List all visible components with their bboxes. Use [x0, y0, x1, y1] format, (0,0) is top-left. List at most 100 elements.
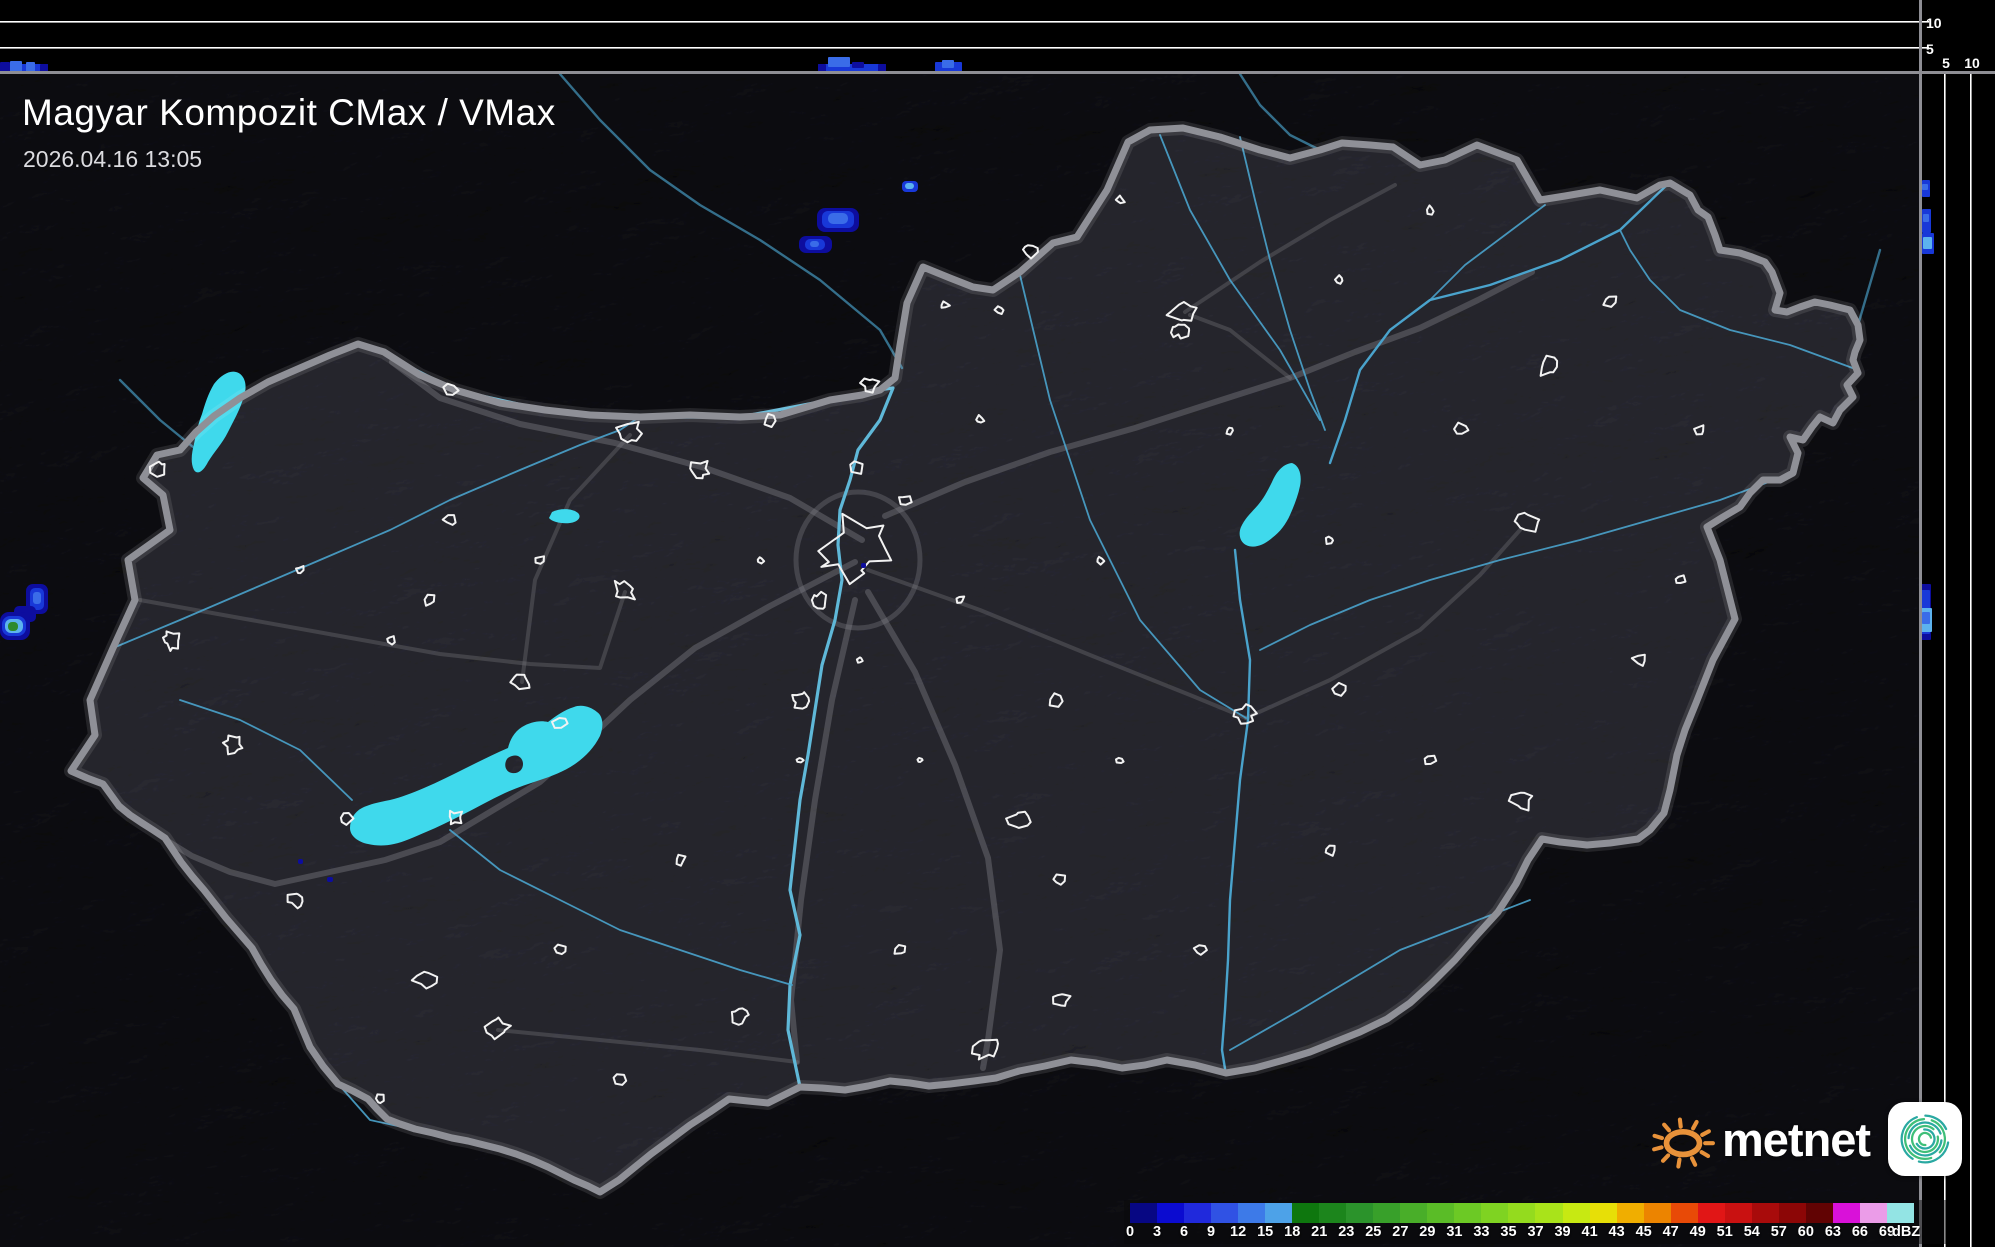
city-outline — [893, 944, 907, 955]
legend-tick: 43 — [1608, 1224, 1625, 1240]
radar-echo — [10, 61, 22, 72]
city-outline — [339, 812, 355, 826]
spiral-app-icon — [1888, 1102, 1963, 1176]
legend-tick: 47 — [1662, 1224, 1679, 1240]
right-strip-gridline-5km — [1944, 71, 1946, 1247]
radar-echo — [852, 62, 864, 68]
city-outline — [286, 892, 304, 910]
legend-tick: 45 — [1635, 1224, 1652, 1240]
legend-cell — [1805, 1203, 1833, 1223]
radar-echo — [1922, 184, 1928, 190]
city-outline — [730, 1007, 750, 1026]
legend-cell — [1373, 1203, 1401, 1223]
legend-tick: 18 — [1284, 1224, 1301, 1240]
city-outline — [1096, 555, 1106, 566]
city-outline — [1423, 754, 1438, 766]
city-outline — [955, 595, 966, 604]
radar-echo — [0, 62, 10, 72]
legend-unit: dBZ — [1892, 1224, 1921, 1240]
radar-echo — [1923, 214, 1929, 222]
radar-echo — [1922, 612, 1930, 624]
legend-cell — [1886, 1203, 1914, 1223]
city-outline — [1005, 810, 1032, 829]
radar-echo — [942, 60, 954, 68]
top-strip-gridline-10km — [0, 21, 1929, 23]
legend-tick: 60 — [1797, 1224, 1814, 1240]
city-outline — [221, 734, 244, 756]
city-outline — [612, 1073, 628, 1086]
legend-tick: 29 — [1419, 1224, 1436, 1240]
city-outline — [534, 555, 545, 565]
legend-tick: 54 — [1743, 1224, 1760, 1240]
legend-tick: 57 — [1770, 1224, 1787, 1240]
city-outline — [1602, 295, 1618, 308]
sun-icon — [1652, 1117, 1715, 1169]
right-strip-tick-5: 5 — [1942, 55, 1950, 71]
legend-tick: 39 — [1554, 1224, 1571, 1240]
reflectivity-legend: 0 3 6 9 12 15 18 21 23 25 27 29 31 33 35 37 39 41 43 45 47 49… — [1124, 1200, 1946, 1244]
radar-echo — [878, 64, 886, 72]
city-outline — [162, 630, 181, 652]
city-outline — [975, 414, 986, 424]
legend-tick: 49 — [1689, 1224, 1706, 1240]
city-outline — [551, 717, 569, 729]
city-outline — [448, 809, 464, 826]
city-outline — [1331, 681, 1347, 697]
city-outline — [795, 757, 805, 764]
city-outline — [849, 460, 864, 475]
radar-echo — [298, 859, 303, 864]
legend-cell — [1454, 1203, 1482, 1223]
city-outline — [1324, 844, 1336, 857]
city-outline — [763, 412, 777, 428]
vertical-divider — [1919, 0, 1922, 1247]
legend-cell — [1292, 1203, 1320, 1223]
city-outline — [1052, 993, 1072, 1007]
legend-tick: 9 — [1207, 1224, 1216, 1240]
legend-cell — [1724, 1203, 1752, 1223]
city-outline — [615, 420, 643, 444]
legend-cell — [1832, 1203, 1860, 1223]
city-outline — [1426, 204, 1435, 216]
legend-cell — [1427, 1203, 1455, 1223]
city-outline — [817, 512, 893, 586]
legend-cell — [1400, 1203, 1428, 1223]
city-outline — [1115, 756, 1125, 764]
radar-echo — [810, 241, 819, 247]
legend-cell — [1589, 1203, 1617, 1223]
observation-timestamp: 2026.04.16 13:05 — [23, 146, 203, 172]
right-projection-strip — [1921, 73, 1995, 1247]
legend-cell — [1481, 1203, 1509, 1223]
legend-tick: 12 — [1230, 1224, 1247, 1240]
city-outline — [148, 460, 166, 478]
city-outline — [386, 635, 396, 646]
legend-tick-labels: 0 3 6 9 12 15 18 21 23 25 27 29 31 33 35 37 39 41 43 45 47 49… — [1126, 1223, 1920, 1241]
legend-tick: 6 — [1180, 1224, 1189, 1240]
city-outline — [1170, 323, 1191, 340]
city-outline — [898, 495, 913, 506]
legend-cell — [1643, 1203, 1671, 1223]
city-outline — [509, 673, 531, 691]
page-title: Magyar Kompozit CMax / VMax — [22, 92, 556, 133]
metnet-logo[interactable]: metnet — [1650, 1102, 1963, 1176]
radar-echo — [828, 57, 850, 67]
radar-echo — [818, 64, 826, 72]
city-outline — [1453, 421, 1470, 435]
legend-cell — [1346, 1203, 1374, 1223]
city-outline — [1507, 791, 1534, 812]
city-outline — [295, 565, 305, 575]
city-outline — [810, 590, 828, 610]
legend-cell — [1697, 1203, 1725, 1223]
legend-tick: 15 — [1257, 1224, 1274, 1240]
legend-cell — [1670, 1203, 1698, 1223]
legend-cell — [1265, 1203, 1293, 1223]
horizontal-divider — [0, 71, 1995, 74]
legend-cell — [1184, 1203, 1212, 1223]
city-outline — [1232, 703, 1258, 725]
legend-tick: 66 — [1851, 1224, 1868, 1240]
radar-echo — [861, 563, 866, 568]
legend-tick: 41 — [1581, 1224, 1598, 1240]
legend-tick: 0 — [1125, 1224, 1135, 1240]
budapest-ring-road — [793, 489, 923, 631]
